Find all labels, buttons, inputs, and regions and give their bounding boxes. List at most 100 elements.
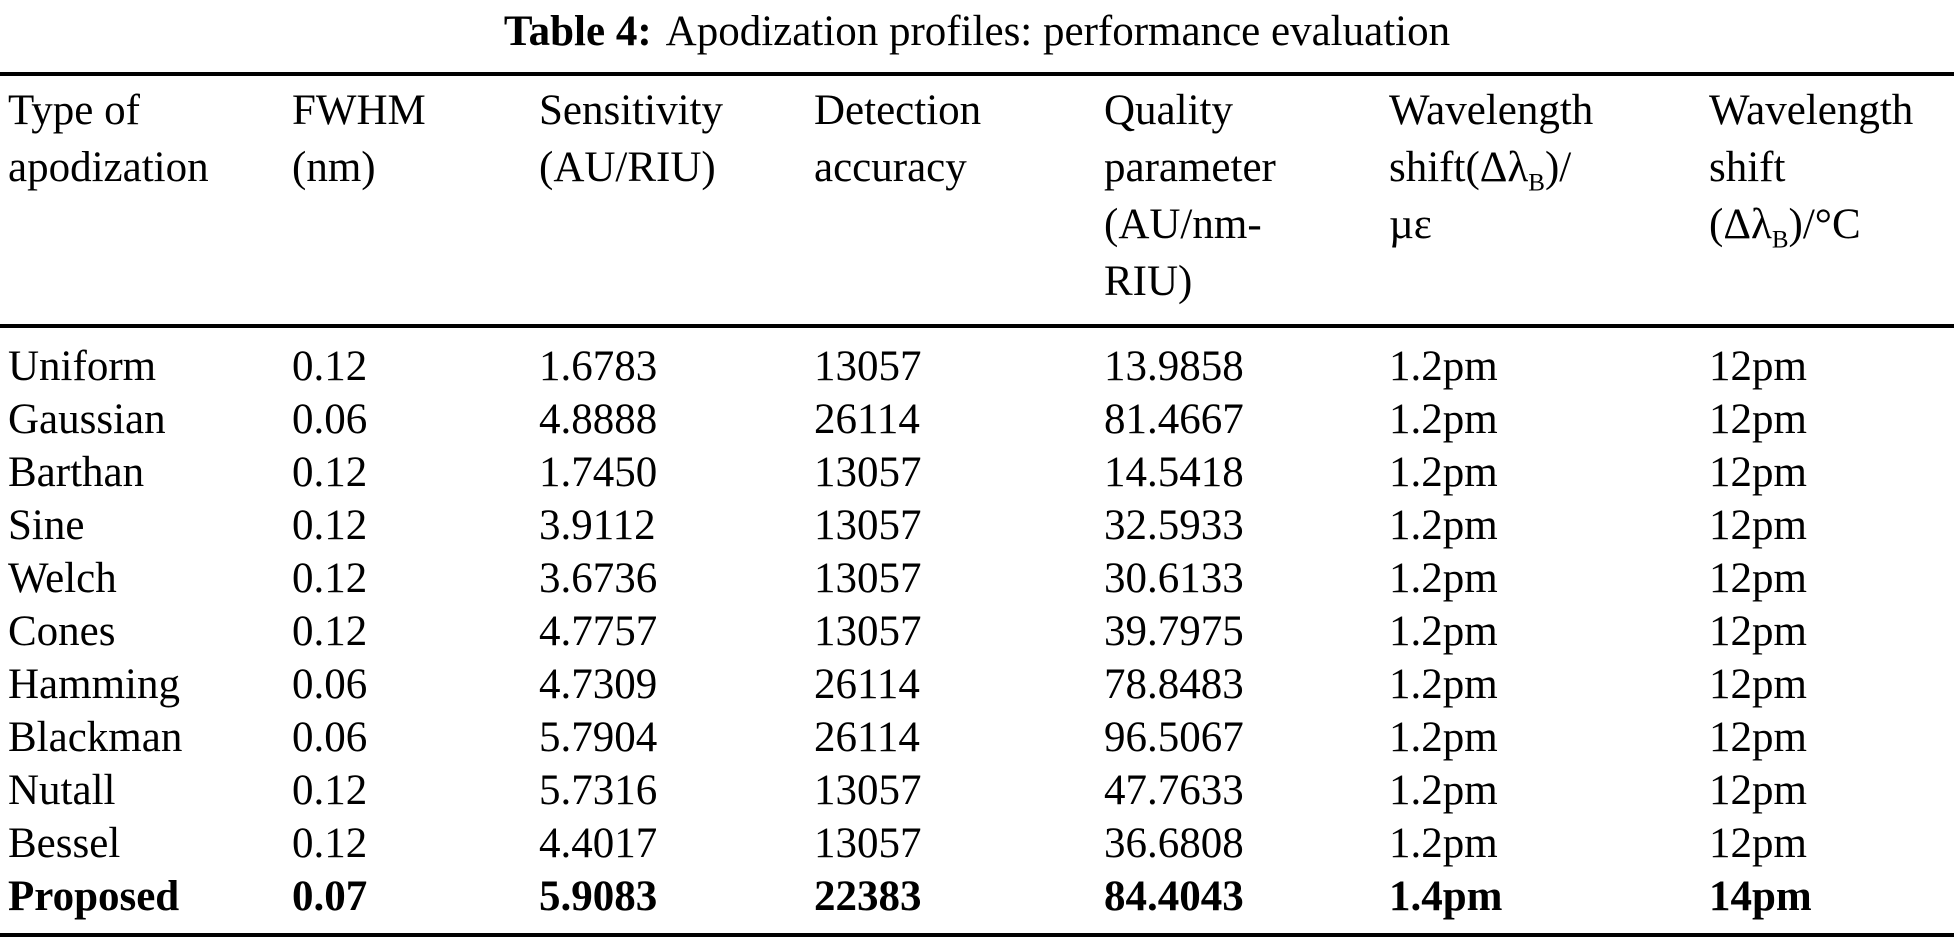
column-header-line: shift(ΔλB)/ [1389,144,1572,197]
table-cell: 1.4pm [1389,873,1503,920]
column-header-line: accuracy [814,144,967,191]
table-cell: 0.12 [292,343,368,390]
table-cell: 22383 [814,873,922,920]
table-cell: Blackman [8,714,183,761]
table-cell: 13057 [814,608,922,655]
subscript: B [1771,226,1789,254]
table-cell: 5.9083 [539,873,658,920]
table-cell: Uniform [8,343,157,390]
column-header-line: Wavelength [1709,87,1914,134]
table-cell: 1.2pm [1389,449,1498,496]
table-cell: 81.4667 [1104,396,1244,443]
table-cell: 1.2pm [1389,555,1498,602]
table-cell: Bessel [8,820,121,867]
column-header-detection-accuracy: Detection accuracy [814,74,1104,326]
table-cell: 0.12 [292,449,368,496]
column-header-line: apodization [8,144,209,191]
column-header-line: shift [1709,144,1786,191]
table-cell: 84.4043 [1104,873,1244,920]
table-row: Hamming 0.06 4.7309 26114 78.8483 1.2pm 12pm [0,658,1954,711]
table-row: Sine 0.12 3.9112 13057 32.5933 1.2pm 12pm [0,499,1954,552]
table-cell: 12pm [1709,714,1807,761]
table-cell: 1.2pm [1389,608,1498,655]
table-cell: 1.2pm [1389,661,1498,708]
column-header-wavelength-shift-temp: Wavelength shift (ΔλB)/°C [1709,74,1954,326]
table-cell: 13057 [814,820,922,867]
table-cell: 14.5418 [1104,449,1244,496]
table-cell: 12pm [1709,449,1807,496]
table-cell: 12pm [1709,608,1807,655]
table-cell: 4.7757 [539,608,658,655]
table-cell: 13057 [814,767,922,814]
table-cell: 12pm [1709,661,1807,708]
table-row: Cones 0.12 4.7757 13057 39.7975 1.2pm 12pm [0,605,1954,658]
column-header-line: Quality [1104,87,1233,134]
table-cell: 4.8888 [539,396,658,443]
table-cell: 0.06 [292,714,368,761]
column-header-line: RIU) [1104,258,1193,305]
table-cell: 1.2pm [1389,343,1498,390]
table-row: Gaussian 0.06 4.8888 26114 81.4667 1.2pm 12pm [0,393,1954,446]
table-cell: 4.4017 [539,820,658,867]
table-row: Blackman 0.06 5.7904 26114 96.5067 1.2pm 12pm [0,711,1954,764]
table-cell: 12pm [1709,396,1807,443]
table-cell: 39.7975 [1104,608,1244,655]
table-cell: Barthan [8,449,145,496]
table-cell: 13057 [814,502,922,549]
column-header-sensitivity: Sensitivity (AU/RIU) [539,74,814,326]
table-row: Nutall 0.12 5.7316 13057 47.7633 1.2pm 12pm [0,764,1954,817]
table-cell: 0.07 [292,873,368,920]
table-row: Proposed 0.07 5.9083 22383 84.4043 1.4pm 14pm [0,870,1954,935]
column-header-line: Wavelength [1389,87,1594,134]
table-cell: 26114 [814,396,920,443]
table-cell: 0.12 [292,502,368,549]
table-cell: 26114 [814,661,920,708]
performance-table: Type of apodization FWHM (nm) Sensitivity (AU… [0,72,1954,937]
table-cell: 36.6808 [1104,820,1244,867]
table-cell: 1.2pm [1389,502,1498,549]
table-cell: 12pm [1709,555,1807,602]
table-cell: 1.7450 [539,449,658,496]
column-header-quality-parameter: Quality parameter (AU/nm- RIU) [1104,74,1389,326]
table-cell: 26114 [814,714,920,761]
table-cell: 12pm [1709,502,1807,549]
table-body: Uniform 0.12 1.6783 13057 13.9858 1.2pm 12pm Ga… [0,326,1954,935]
table-caption-label: Table 4: [503,8,652,55]
table-head: Type of apodization FWHM (nm) Sensitivity (AU… [0,74,1954,326]
column-header-line: FWHM [292,87,426,134]
table-cell: Nutall [8,767,116,814]
table-cell: 1.2pm [1389,767,1498,814]
table-cell: 0.06 [292,396,368,443]
table-cell: 1.6783 [539,343,658,390]
table-cell: Welch [8,555,117,602]
table-cell: Hamming [8,661,180,708]
column-header-line: Type of [8,87,140,134]
table-cell: 0.12 [292,608,368,655]
table-cell: 1.2pm [1389,820,1498,867]
column-header-line: parameter [1104,144,1276,191]
table-cell: 4.7309 [539,661,658,708]
column-header-line: (AU/RIU) [539,144,716,191]
table-cell: 3.9112 [539,502,656,549]
table-cell: 13.9858 [1104,343,1244,390]
table-caption-text: Apodization profiles: performance evalua… [665,8,1451,55]
column-header-wavelength-shift-strain: Wavelength shift(ΔλB)/µε [1389,74,1709,326]
table-cell: 12pm [1709,767,1807,814]
column-header-type-of-apodization: Type of apodization [0,74,292,326]
table-cell: 12pm [1709,820,1807,867]
table-cell: 0.12 [292,820,368,867]
column-header-line: µε [1389,201,1432,248]
column-header-line: Sensitivity [539,87,723,134]
table-caption: Table 4: Apodization profiles: performanc… [0,0,1954,58]
column-header-line: (nm) [292,144,376,191]
table-cell: 12pm [1709,343,1807,390]
table-cell: Sine [8,502,85,549]
column-header-line: (AU/nm- [1104,201,1262,248]
table-row: Welch 0.12 3.6736 13057 30.6133 1.2pm 12pm [0,552,1954,605]
table-cell: 32.5933 [1104,502,1244,549]
table-cell: Gaussian [8,396,166,443]
table-row: Bessel 0.12 4.4017 13057 36.6808 1.2pm 12pm [0,817,1954,870]
table-row: Barthan 0.12 1.7450 13057 14.5418 1.2pm 12pm [0,446,1954,499]
table-cell: Proposed [8,873,180,920]
